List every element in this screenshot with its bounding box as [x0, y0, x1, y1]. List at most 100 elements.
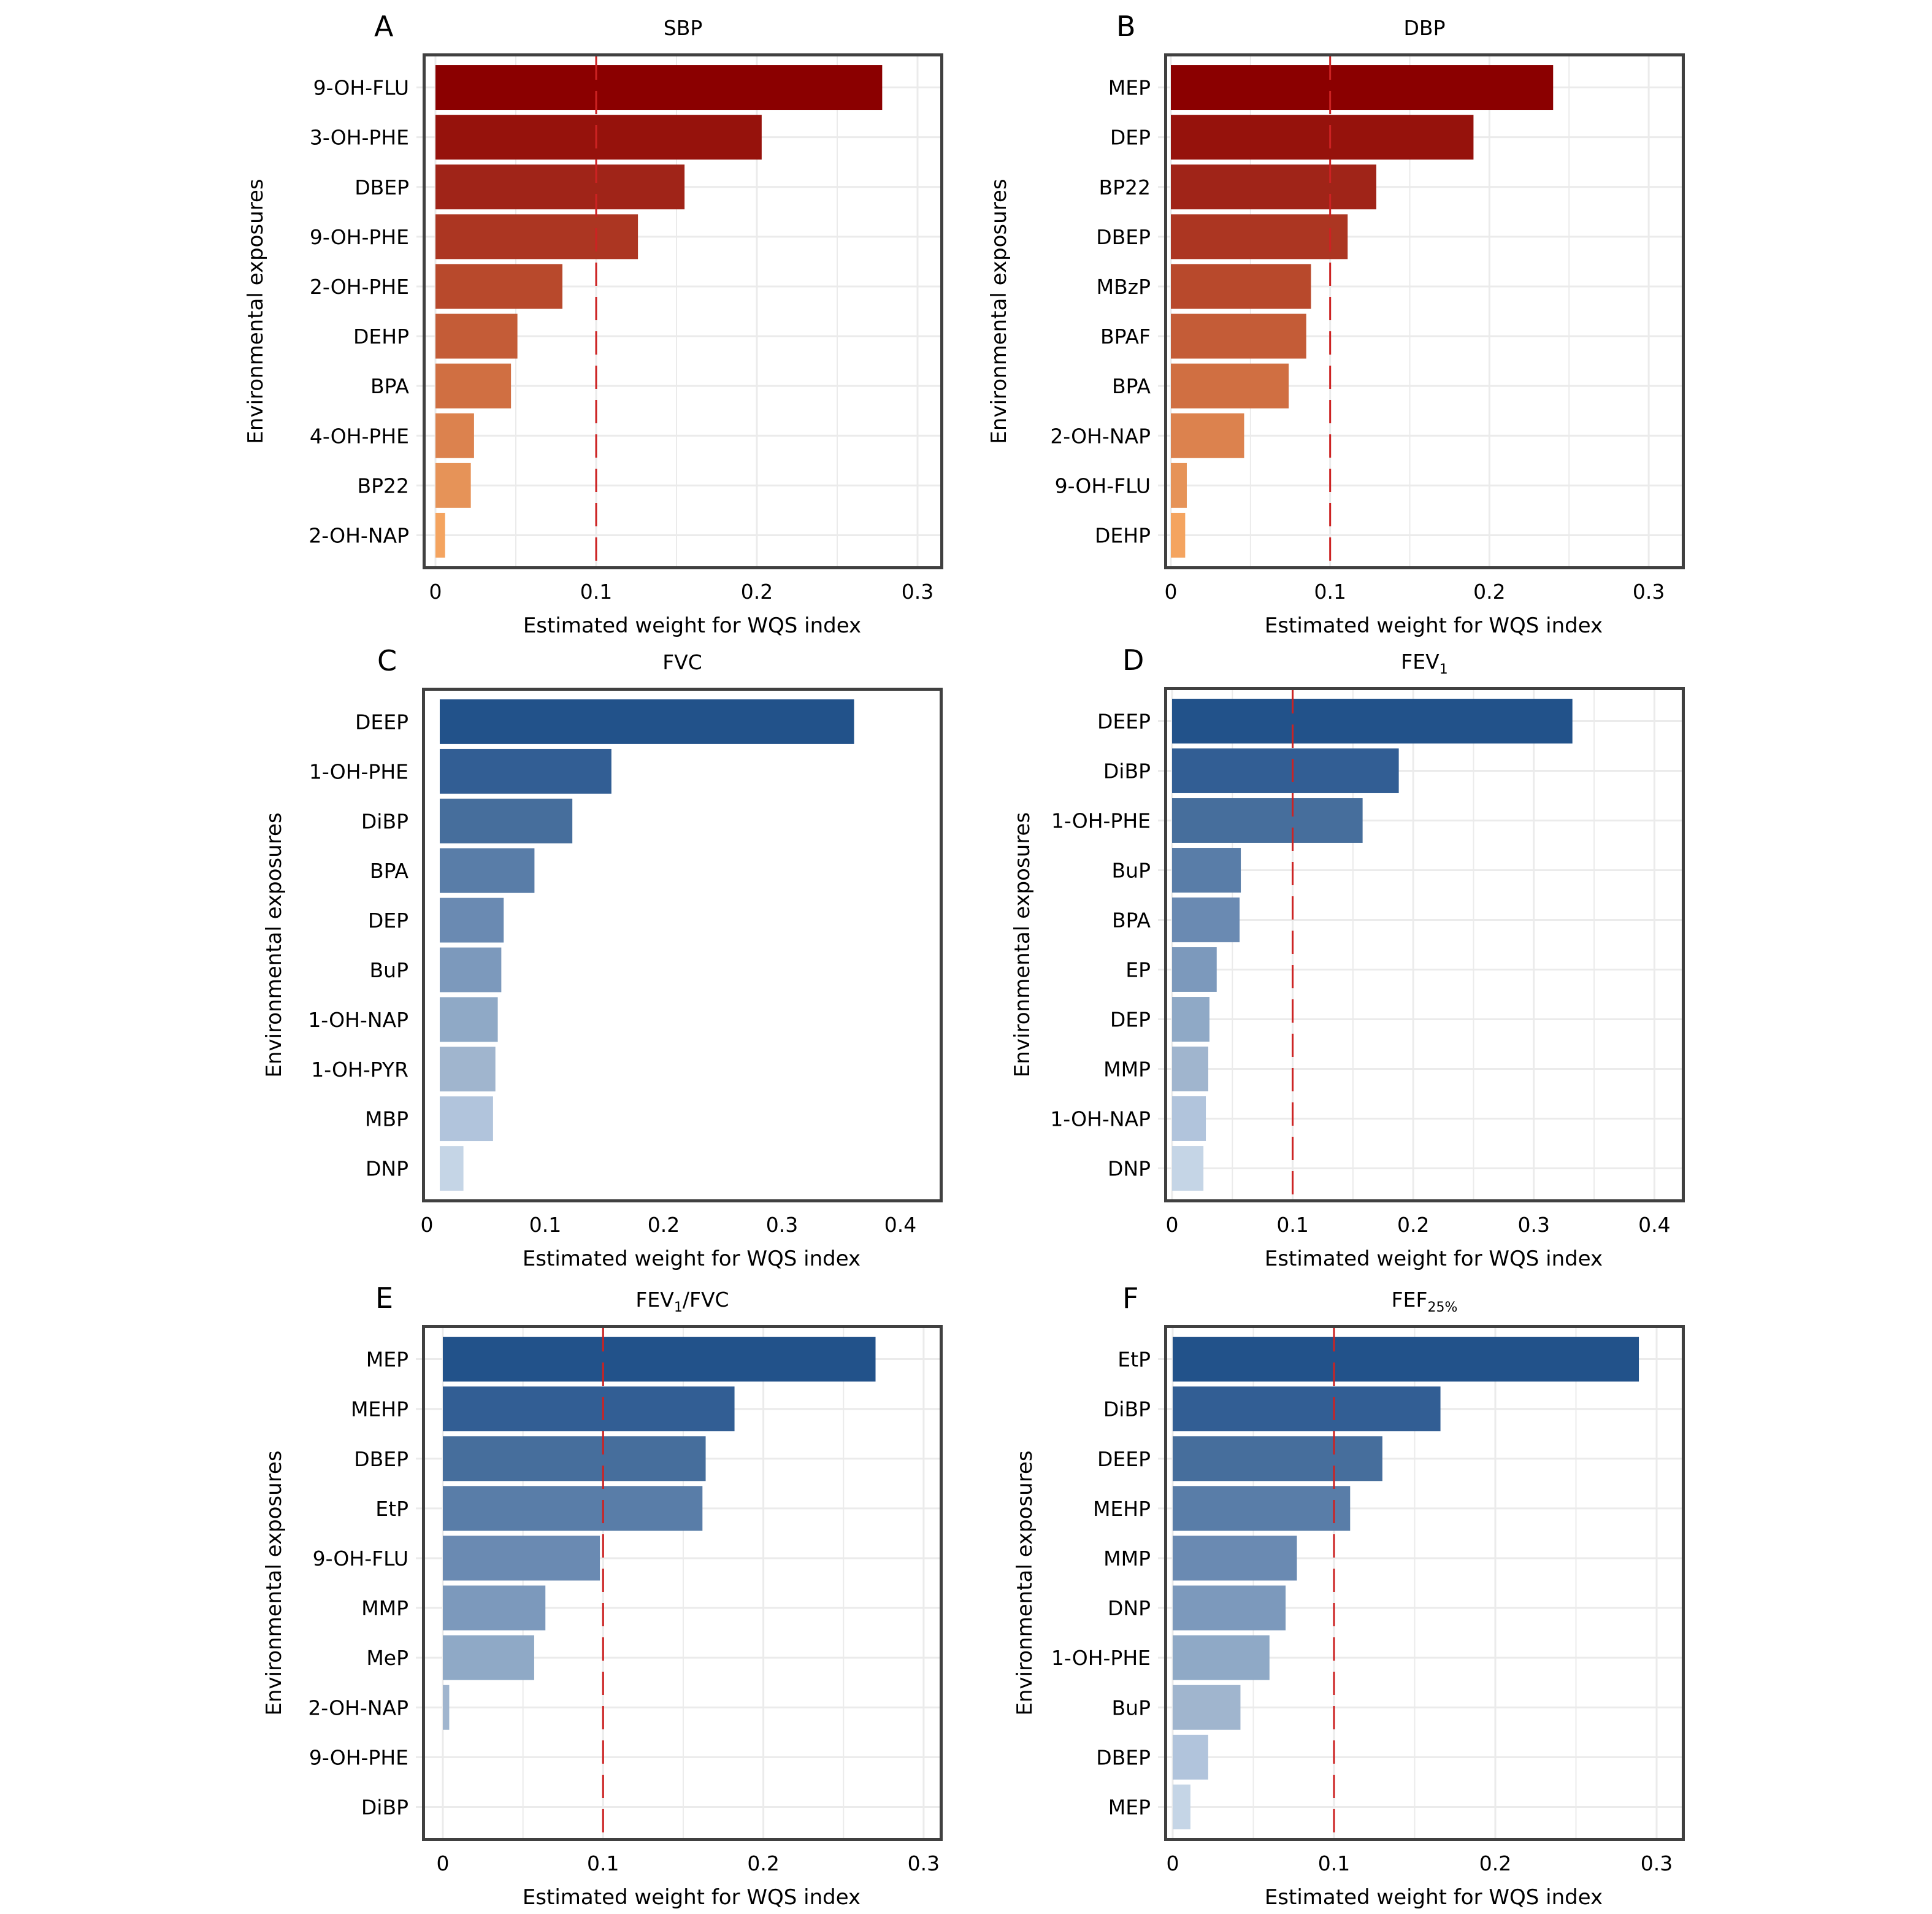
x-axis-title: Estimated weight for WQS index — [523, 1885, 861, 1910]
category-label: DiBP — [361, 1795, 408, 1819]
category-label: DEP — [1110, 1008, 1151, 1032]
panel-letter: B — [1116, 10, 1136, 43]
category-label: MEP — [366, 1348, 408, 1372]
panel-title: FVC — [662, 650, 702, 674]
bar-bpa — [435, 363, 512, 409]
category-label: MEP — [1108, 1795, 1151, 1819]
category-label: 1-OH-NAP — [1050, 1107, 1151, 1131]
bar-mep — [1173, 1784, 1190, 1829]
x-tick-label: 0.3 — [902, 580, 933, 604]
category-label: EP — [1125, 958, 1151, 982]
bar-deep — [440, 699, 854, 744]
x-tick-label: 0.3 — [1518, 1213, 1550, 1237]
bar-etp — [443, 1486, 703, 1531]
category-label: 9-OH-FLU — [1055, 474, 1151, 498]
category-label: DEP — [1110, 126, 1151, 150]
category-label: DEHP — [353, 325, 409, 348]
category-label: DiBP — [361, 809, 408, 833]
category-label: DEP — [368, 909, 408, 932]
panel-c: DEEP 1-OH-PHE DiBP BPA DEP BuP 1-OH-NAP 1-OH-PY… — [262, 644, 943, 1271]
category-label: MEHP — [1093, 1497, 1151, 1521]
bar-mmp — [1173, 1535, 1297, 1581]
x-axis-title: Estimated weight for WQS index — [523, 613, 861, 638]
category-label: DEEP — [1097, 710, 1151, 734]
panel-title: SBP — [664, 16, 703, 40]
bar-deep — [1173, 1436, 1382, 1482]
bars — [440, 699, 854, 1191]
bar-bpa — [1172, 897, 1240, 942]
x-tick-label: 0.2 — [1473, 580, 1505, 604]
bars — [1173, 1337, 1639, 1829]
bar-bup — [1172, 848, 1241, 893]
panel-letter: F — [1122, 1282, 1138, 1315]
bar-9-oh-flu — [1171, 463, 1187, 508]
x-tick-label: 0.2 — [741, 580, 773, 604]
x-tick-label: 0.3 — [1633, 580, 1665, 604]
category-label: 1-OH-PHE — [1051, 1646, 1151, 1670]
bar-1-oh-nap — [1172, 1096, 1206, 1141]
bar-3-oh-phe — [435, 115, 762, 160]
bar-2-oh-nap — [435, 512, 445, 558]
x-tick-label: 0.3 — [908, 1851, 940, 1875]
x-tick-label: 0.1 — [1276, 1213, 1308, 1237]
category-label: BPA — [1112, 909, 1151, 932]
bar-bpaf — [1171, 313, 1306, 359]
bar-9-oh-flu — [443, 1535, 600, 1581]
panel-b: MEP DEP BP22 DBEP MBzP BPAF BPA 2-OH-NAP 9-OH-FL… — [987, 10, 1685, 638]
bar-mep — [443, 1337, 876, 1382]
panel-a: 9-OH-FLU 3-OH-PHE DBEP 9-OH-PHE 2-OH-PHE DEHP… — [243, 10, 943, 638]
x-tick-label: 0 — [1165, 580, 1178, 604]
category-label: BPA — [370, 374, 409, 398]
category-label: DEEP — [355, 710, 408, 734]
x-tick-label: 0.2 — [1397, 1213, 1429, 1237]
plot-frame — [423, 53, 943, 569]
category-label: 2-OH-PHE — [310, 275, 409, 299]
bar-ep — [1172, 947, 1217, 992]
bar-4-oh-phe — [435, 413, 474, 458]
category-label: MBzP — [1097, 275, 1151, 299]
bar-dehp — [1171, 512, 1186, 558]
category-label: DNP — [1108, 1596, 1151, 1620]
x-tick-label: 0.1 — [1318, 1851, 1350, 1875]
category-label: EtP — [375, 1497, 408, 1521]
plot-frame — [1164, 687, 1685, 1202]
x-tick-label: 0.2 — [1479, 1851, 1511, 1875]
y-axis-title: Environmental exposures — [987, 179, 1011, 444]
category-label: DNP — [366, 1157, 408, 1181]
category-label: 1-OH-PHE — [1051, 809, 1151, 833]
bar-dibp — [440, 798, 573, 844]
bar-mehp — [1173, 1486, 1351, 1531]
bar-mbp — [440, 1096, 493, 1142]
category-label: DiBP — [1103, 759, 1151, 783]
x-tick-label: 0.1 — [529, 1213, 561, 1237]
bar-2-oh-phe — [435, 264, 562, 309]
x-tick-label: 0.1 — [580, 580, 612, 604]
y-axis-title: Environmental exposures — [243, 179, 268, 444]
bar-2-oh-nap — [1171, 413, 1244, 458]
bar-1-oh-phe — [1172, 798, 1363, 843]
category-label: EtP — [1117, 1348, 1151, 1372]
bar-dep — [1172, 997, 1209, 1042]
bar-etp — [1173, 1337, 1639, 1382]
bar-mmp — [1172, 1047, 1208, 1091]
bar-mep — [443, 1635, 534, 1680]
x-tick-label: 0.4 — [884, 1213, 916, 1237]
category-label: 9-OH-FLU — [313, 1547, 408, 1570]
y-axis-title: Environmental exposures — [1010, 812, 1035, 1077]
x-tick-label: 0.1 — [587, 1851, 619, 1875]
x-tick-label: 0.2 — [648, 1213, 680, 1237]
bar-mep — [1171, 65, 1554, 110]
category-label: BP22 — [1098, 175, 1151, 199]
bar-dnp — [440, 1146, 464, 1191]
bar-dep — [1171, 115, 1474, 160]
category-label: 9-OH-PHE — [310, 225, 409, 249]
category-label: DBEP — [1096, 1745, 1151, 1769]
category-label: BPA — [1112, 374, 1151, 398]
bars — [435, 65, 883, 558]
category-label: 4-OH-PHE — [310, 424, 409, 448]
bar-dibp — [1173, 1386, 1441, 1432]
bar-2-oh-nap — [443, 1685, 450, 1730]
category-label: MMP — [1103, 1547, 1151, 1570]
bar-9-oh-flu — [435, 65, 883, 110]
bars — [1171, 65, 1554, 558]
